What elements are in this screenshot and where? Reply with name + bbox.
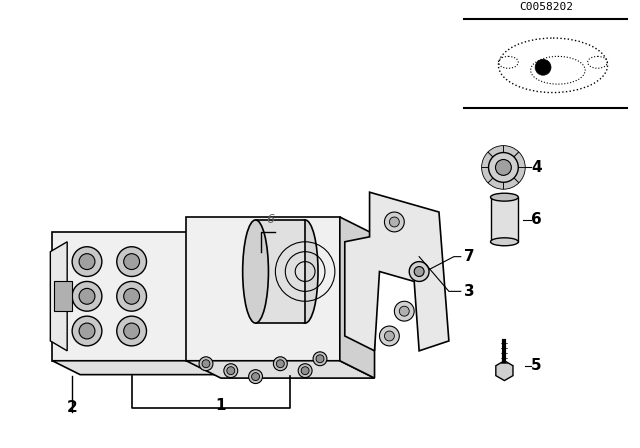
Circle shape: [394, 301, 414, 321]
Circle shape: [72, 247, 102, 276]
Bar: [490, 197, 518, 242]
Circle shape: [124, 254, 140, 270]
Circle shape: [385, 331, 394, 341]
Text: 4: 4: [531, 160, 542, 175]
Circle shape: [224, 364, 237, 378]
Circle shape: [409, 262, 429, 281]
Wedge shape: [488, 146, 504, 168]
Circle shape: [313, 352, 327, 366]
Polygon shape: [52, 232, 191, 361]
Polygon shape: [345, 192, 449, 351]
Circle shape: [273, 357, 287, 370]
Circle shape: [389, 217, 399, 227]
Text: 2: 2: [67, 400, 77, 415]
Polygon shape: [186, 361, 374, 378]
Circle shape: [252, 373, 260, 381]
Wedge shape: [482, 152, 504, 168]
Ellipse shape: [490, 193, 518, 201]
Circle shape: [248, 370, 262, 383]
Wedge shape: [482, 168, 504, 183]
Wedge shape: [504, 146, 519, 168]
Text: 1: 1: [216, 398, 226, 414]
Wedge shape: [488, 168, 504, 189]
Polygon shape: [186, 217, 340, 361]
Circle shape: [414, 267, 424, 276]
Circle shape: [495, 159, 511, 175]
Circle shape: [202, 360, 210, 368]
Ellipse shape: [490, 238, 518, 246]
Text: 7: 7: [464, 249, 474, 264]
Circle shape: [72, 281, 102, 311]
Circle shape: [227, 367, 235, 375]
Text: C0058202: C0058202: [519, 2, 573, 12]
Circle shape: [116, 247, 147, 276]
Circle shape: [276, 360, 284, 368]
Text: 5: 5: [531, 358, 542, 373]
Circle shape: [72, 316, 102, 346]
Text: 3: 3: [464, 284, 474, 299]
Circle shape: [199, 357, 213, 370]
Circle shape: [79, 254, 95, 270]
Circle shape: [79, 323, 95, 339]
Circle shape: [124, 289, 140, 304]
Circle shape: [301, 367, 309, 375]
Ellipse shape: [243, 220, 268, 323]
Bar: [54, 281, 72, 311]
Bar: [255, 220, 305, 323]
Polygon shape: [340, 217, 374, 378]
Circle shape: [535, 59, 551, 75]
Polygon shape: [51, 242, 67, 351]
Polygon shape: [191, 232, 219, 375]
Circle shape: [79, 289, 95, 304]
Circle shape: [316, 355, 324, 363]
Wedge shape: [504, 168, 519, 189]
Polygon shape: [52, 361, 219, 375]
Polygon shape: [496, 361, 513, 381]
Circle shape: [399, 306, 409, 316]
Circle shape: [488, 153, 518, 182]
Text: 6: 6: [266, 213, 275, 227]
Ellipse shape: [292, 220, 318, 323]
Circle shape: [385, 212, 404, 232]
Circle shape: [124, 323, 140, 339]
Text: 6: 6: [531, 212, 542, 228]
Circle shape: [380, 326, 399, 346]
Circle shape: [116, 316, 147, 346]
Circle shape: [116, 281, 147, 311]
Wedge shape: [504, 168, 525, 183]
Wedge shape: [504, 152, 525, 168]
Circle shape: [298, 364, 312, 378]
